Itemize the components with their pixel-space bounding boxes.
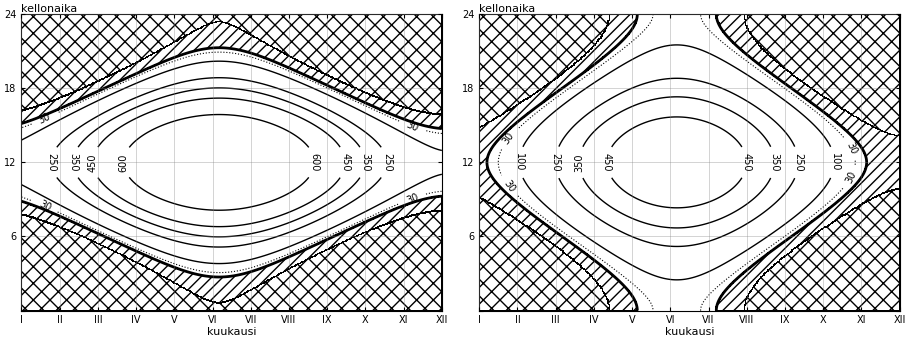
Text: 100: 100	[514, 153, 524, 172]
Text: 30: 30	[844, 169, 858, 184]
Text: 600: 600	[118, 153, 128, 172]
Text: 350: 350	[360, 153, 370, 172]
Text: 350: 350	[68, 153, 78, 172]
Text: 250: 250	[551, 153, 561, 172]
Text: 30: 30	[37, 199, 53, 213]
Text: 450: 450	[742, 153, 752, 172]
Text: 450: 450	[602, 153, 612, 172]
Text: 450: 450	[87, 153, 97, 172]
Text: kellonaika: kellonaika	[22, 4, 77, 14]
Text: 30: 30	[405, 192, 420, 206]
X-axis label: kuukausi: kuukausi	[664, 327, 714, 337]
Text: 30: 30	[844, 140, 858, 155]
Text: 600: 600	[309, 153, 319, 172]
Text: 450: 450	[340, 153, 350, 172]
Text: 100: 100	[830, 153, 840, 172]
X-axis label: kuukausi: kuukausi	[207, 327, 257, 337]
Text: 30: 30	[501, 131, 517, 147]
Text: 30: 30	[37, 111, 53, 126]
Text: kellonaika: kellonaika	[480, 4, 535, 14]
Text: 250: 250	[46, 153, 56, 172]
Point	[434, 308, 449, 313]
Text: 250: 250	[382, 153, 392, 172]
Point	[434, 308, 449, 313]
Text: 250: 250	[794, 153, 804, 172]
Text: 350: 350	[770, 153, 780, 172]
Text: 350: 350	[574, 153, 584, 172]
Text: 30: 30	[501, 178, 517, 194]
Text: 30: 30	[405, 119, 420, 133]
